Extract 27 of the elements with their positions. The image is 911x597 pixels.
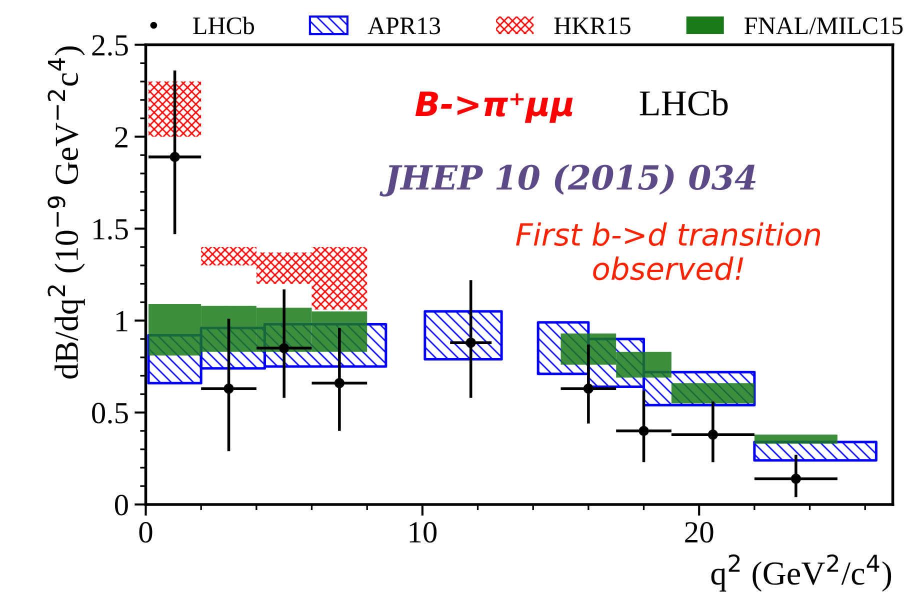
annotation: LHCb bbox=[640, 90, 728, 116]
text: dB/dq$^{2}$ (10$^{−9}$ GeV$^{−2}$c$^{4}$) bbox=[48, 46, 85, 379]
annotation: First b->d transition observed! bbox=[516, 222, 820, 280]
x-axis-title: q$^{2}$ (GeV$^{2}$/c$^{4}$) bbox=[711, 554, 892, 592]
point bbox=[708, 430, 718, 440]
x-tick-label: 0 bbox=[139, 522, 152, 543]
y-tick-label: 2.5 bbox=[92, 35, 128, 56]
x-tick-label: 10 bbox=[410, 522, 437, 543]
legend-label: FNAL/MILC15 bbox=[744, 17, 903, 34]
point bbox=[638, 426, 649, 436]
y-tick-label: 0.5 bbox=[92, 402, 128, 424]
point bbox=[170, 152, 180, 162]
point bbox=[790, 474, 802, 484]
y-tick-label: 1.5 bbox=[94, 219, 128, 240]
y-tick-label: 1 bbox=[116, 311, 128, 332]
legend-label: LHCb bbox=[193, 16, 254, 34]
legend-label: HKR15 bbox=[554, 18, 630, 34]
point bbox=[466, 338, 476, 348]
point bbox=[334, 378, 345, 388]
annotation: B->π⁺μμ bbox=[415, 92, 573, 123]
y-tick-label: 2 bbox=[115, 127, 128, 148]
x-tick-label: 20 bbox=[685, 522, 714, 543]
legend-label: APR13 bbox=[368, 17, 440, 34]
y-tick-label: 0 bbox=[114, 494, 128, 516]
point bbox=[224, 384, 234, 394]
point bbox=[583, 384, 594, 394]
annotation: JHEP 10 (2015) 034 bbox=[380, 164, 756, 196]
